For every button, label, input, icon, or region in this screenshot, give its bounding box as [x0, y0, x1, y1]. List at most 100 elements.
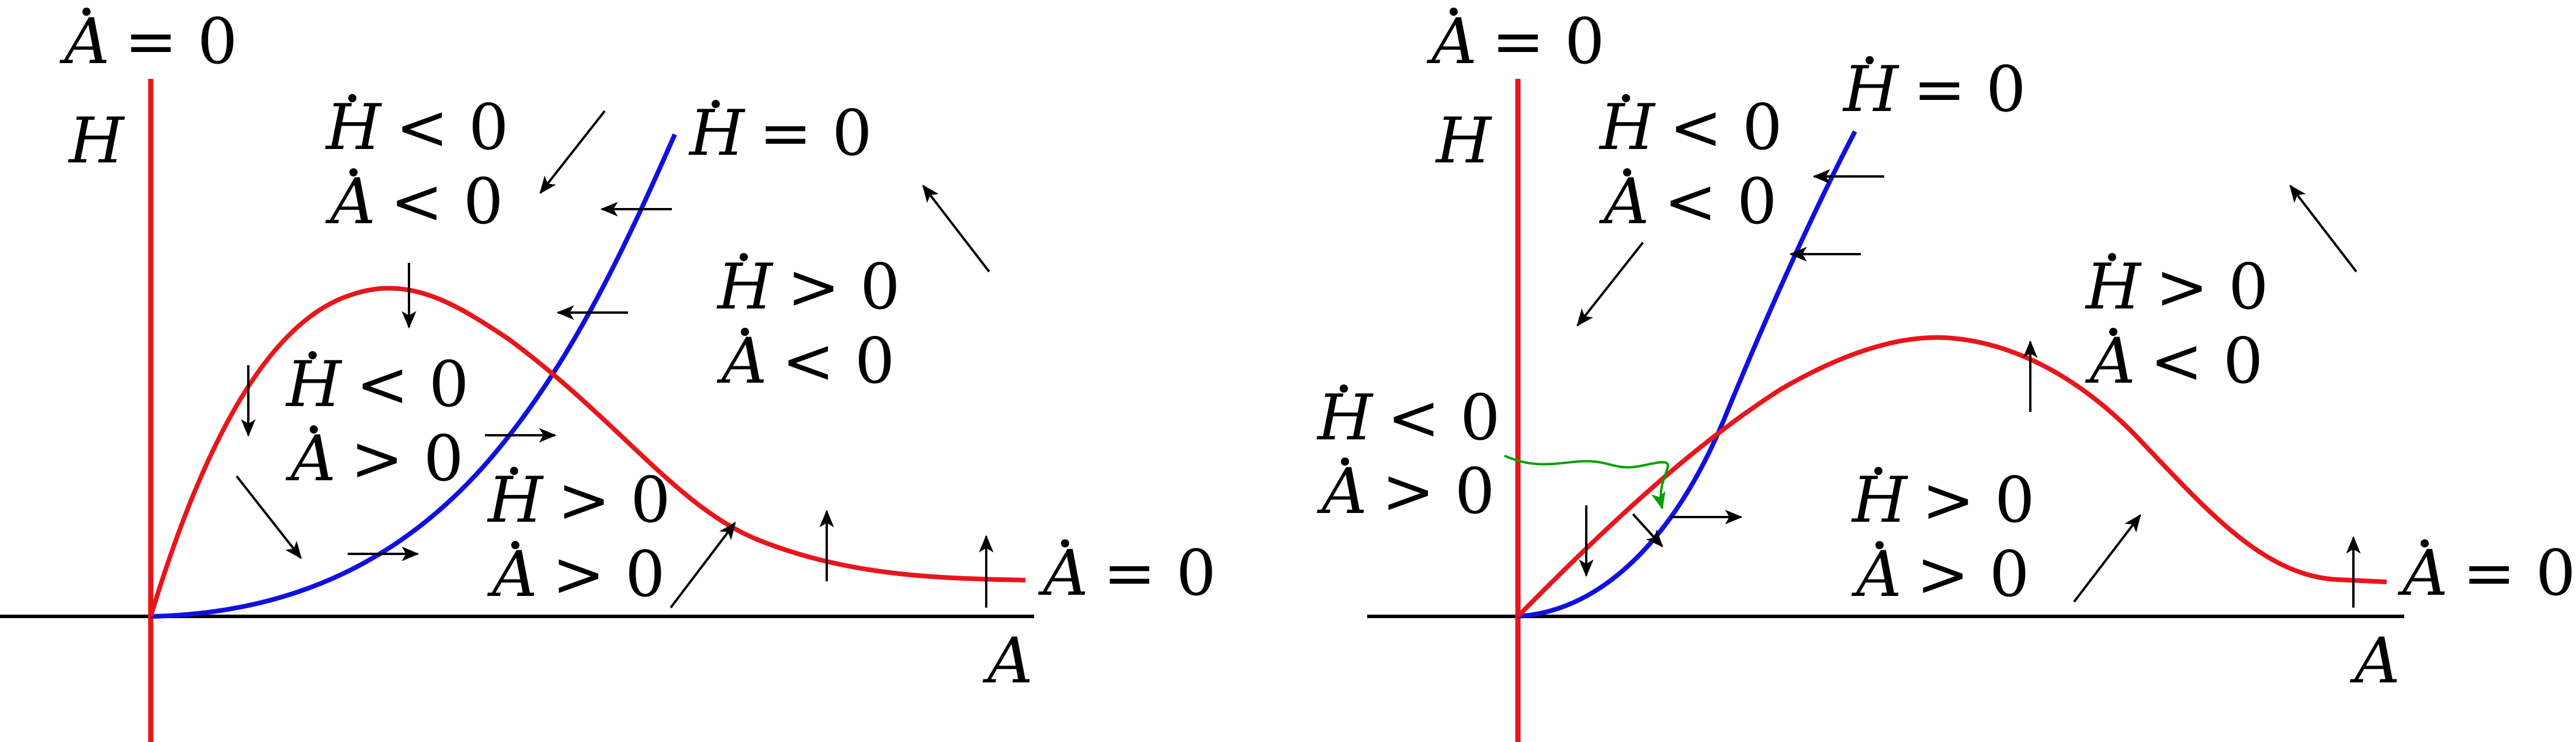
region-h-value: > 0 — [2155, 251, 2269, 324]
left-region-label-hpos-apos: H > 0 A > 0 — [487, 464, 671, 611]
svg-text:A> 0: A > 0 — [487, 538, 665, 611]
hdot-eq-value: = 0 — [759, 97, 872, 170]
dot-accent — [712, 100, 720, 108]
right-adot-right-label: A = 0 — [2397, 537, 2576, 610]
region-a-value: < 0 — [390, 165, 504, 238]
dot-accent — [1340, 384, 1348, 393]
dot-accent — [82, 8, 91, 16]
region-h-value: > 0 — [787, 251, 900, 324]
left-adot-hump-nullcline — [148, 286, 1026, 618]
region-h-value: < 0 — [356, 348, 469, 421]
dot-accent — [1341, 457, 1349, 466]
left-region-label-hneg-aneg: H < 0 A < 0 — [325, 91, 509, 238]
right-arrow-diag-down-left — [1576, 241, 1644, 327]
right-region-label-hneg-apos: H < 0 A > 0 — [1316, 382, 1500, 528]
right-axis-y-label: H — [1435, 105, 1492, 178]
region-h-value: < 0 — [396, 91, 509, 164]
dot-accent — [741, 328, 749, 336]
region-h-value: < 0 — [1387, 382, 1500, 455]
dot-accent — [1874, 467, 1882, 475]
left-arrow-diag-topright — [922, 185, 990, 273]
svg-text:H> 0: H > 0 — [487, 464, 671, 537]
region-a-value: > 0 — [552, 538, 665, 611]
region-a: A — [285, 422, 336, 495]
left-arrow-diag-down — [235, 475, 302, 559]
region-h-value: > 0 — [557, 464, 671, 537]
svg-text:H> 0: H > 0 — [1851, 464, 2035, 537]
right-flow-arrows — [1576, 169, 2361, 608]
svg-text:A> 0: A > 0 — [1316, 455, 1495, 528]
svg-text:H< 0: H < 0 — [1599, 91, 1783, 164]
svg-text:H< 0: H < 0 — [325, 91, 509, 164]
region-a: A — [716, 325, 767, 398]
region-a: A — [325, 165, 376, 238]
right-arrow-diag-topright — [2289, 185, 2357, 273]
hdot-symbol: H — [1842, 53, 1899, 126]
region-h: H — [325, 91, 382, 164]
dot-accent — [510, 467, 518, 475]
right-axis-x-label: A — [2349, 625, 2400, 698]
dot-accent — [1450, 8, 1458, 16]
right-region-label-hneg-aneg: H < 0 A < 0 — [1599, 91, 1783, 238]
svg-text:A= 0: A = 0 — [1038, 537, 1216, 610]
left-hdot-nullcline — [150, 133, 677, 619]
right-region-label-hpos-aneg: H > 0 A < 0 — [2085, 251, 2269, 398]
region-h-value: < 0 — [1669, 91, 1783, 164]
left-axis-x-label: A — [982, 625, 1033, 698]
adot-eq-value: = 0 — [2463, 537, 2576, 610]
adot-symbol: A — [59, 5, 110, 78]
region-a-value: > 0 — [1382, 455, 1495, 528]
dot-accent — [1622, 94, 1630, 102]
dot-accent — [740, 253, 748, 261]
svg-text:A= 0: A = 0 — [1426, 5, 1605, 78]
adot-symbol: A — [2397, 537, 2448, 610]
left-panel: A = 0 H H = 0 H < 0 A < 0 H > 0 A < 0 H < 0 A > … — [0, 5, 1216, 742]
svg-text:H= 0: H = 0 — [1842, 53, 2026, 126]
left-region-label-hneg-apos: H < 0 A > 0 — [285, 348, 469, 495]
dot-accent — [308, 351, 317, 359]
left-axis-y-label: H — [68, 105, 125, 178]
region-h: H — [1316, 382, 1374, 455]
svg-text:H< 0: H < 0 — [285, 348, 469, 421]
svg-text:A< 0: A < 0 — [325, 165, 504, 238]
svg-text:A> 0: A > 0 — [285, 422, 464, 495]
region-a: A — [1851, 538, 1902, 611]
right-panel: A = 0 H H = 0 H < 0 A < 0 H > 0 A < 0 H < 0 A > … — [1316, 5, 2576, 742]
right-region-label-hpos-apos: H > 0 A > 0 — [1851, 464, 2035, 611]
right-adot-hump-nullcline — [1516, 335, 2387, 618]
svg-text:A= 0: A = 0 — [59, 5, 238, 78]
region-h: H — [2085, 251, 2142, 324]
region-h: H — [1851, 464, 1908, 537]
dot-accent — [310, 425, 318, 434]
svg-text:A> 0: A > 0 — [1851, 538, 2030, 611]
right-hdot-nullcline — [1517, 130, 1857, 619]
svg-text:A= 0: A = 0 — [2397, 537, 2576, 610]
right-hdot-curve-label: H = 0 — [1842, 53, 2026, 126]
right-arrow-diag-down — [1632, 513, 1663, 547]
dot-accent — [348, 94, 356, 102]
dot-accent — [2109, 328, 2117, 336]
svg-text:H> 0: H > 0 — [2085, 251, 2269, 324]
svg-text:A< 0: A < 0 — [716, 325, 895, 398]
left-hdot-curve-label: H = 0 — [688, 97, 872, 170]
region-a: A — [1599, 165, 1649, 238]
svg-text:H> 0: H > 0 — [716, 251, 900, 324]
svg-text:A< 0: A < 0 — [2085, 325, 2263, 398]
region-h-value: > 0 — [1922, 464, 2035, 537]
region-a: A — [1316, 455, 1367, 528]
adot-eq-value: = 0 — [1492, 5, 1605, 78]
right-adot-top-label: A = 0 — [1426, 5, 1605, 78]
dot-accent — [1623, 168, 1631, 176]
right-arrow-diag-up — [2073, 514, 2141, 603]
hdot-eq-value: = 0 — [1913, 53, 2026, 126]
region-a-value: > 0 — [351, 422, 464, 495]
region-a-value: < 0 — [1664, 165, 1777, 238]
region-a-value: < 0 — [782, 325, 895, 398]
dot-accent — [1875, 541, 1884, 549]
right-trajectory — [1504, 455, 1669, 510]
adot-symbol: A — [1426, 5, 1477, 78]
left-adot-top-label: A = 0 — [59, 5, 238, 78]
region-a-value: > 0 — [1916, 538, 2030, 611]
adot-eq-value: = 0 — [124, 5, 238, 78]
